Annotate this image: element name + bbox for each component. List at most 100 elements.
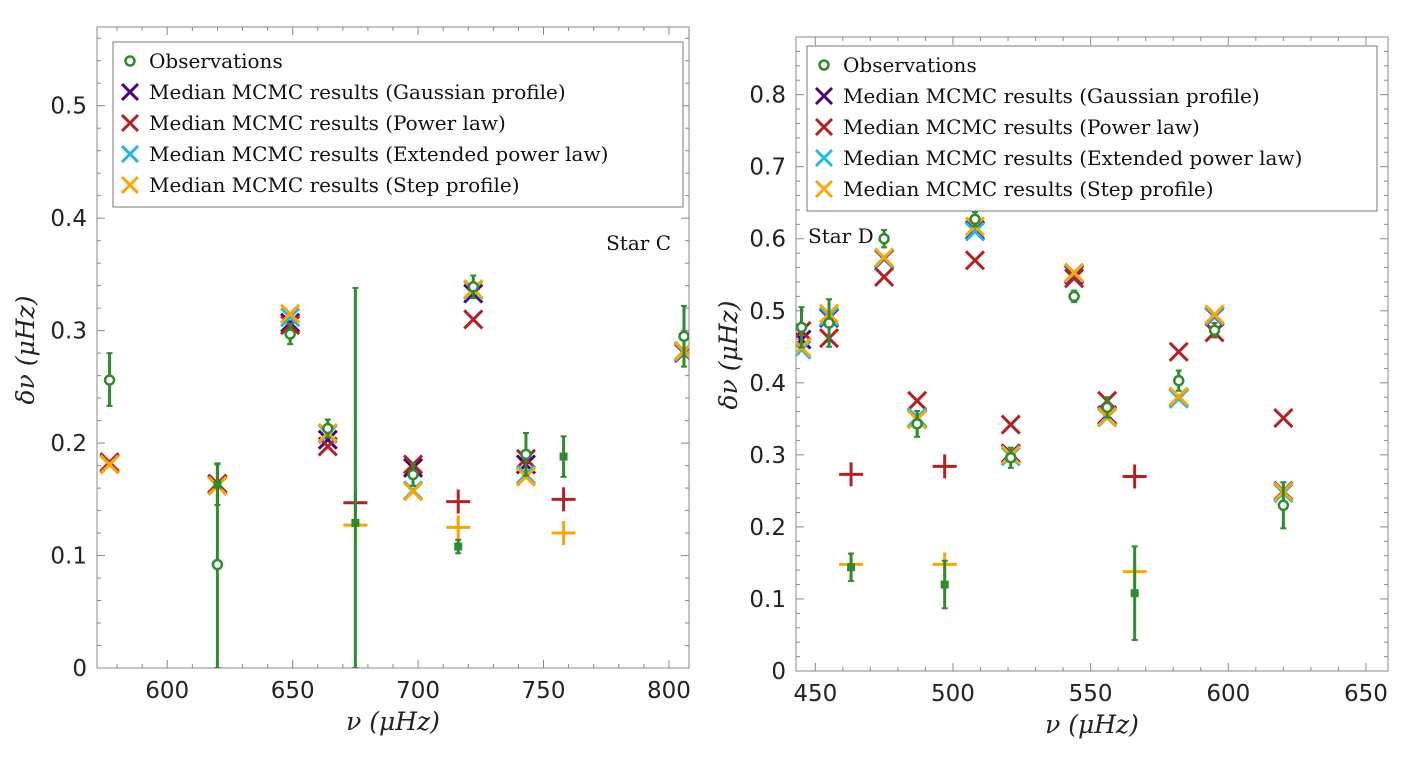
x-tick-label: 600	[1206, 681, 1250, 707]
data-marks	[99, 274, 689, 668]
x-marker-median-mcmc-results-power-law	[874, 266, 895, 287]
x-axis-label: ν (μHz)	[346, 707, 440, 736]
observation-point	[467, 274, 480, 300]
legend-x-marker	[120, 144, 140, 164]
plus-marker-median-mcmc-results-power-law	[1122, 464, 1147, 489]
legend-entry: Median MCMC results (Extended power law)	[814, 146, 1302, 170]
x-marker-median-mcmc-results-power-law	[1064, 268, 1085, 289]
legend-label: Median MCMC results (Extended power law)	[149, 142, 608, 166]
observation-point	[1208, 322, 1221, 339]
x-marker-median-mcmc-results-power-law	[964, 250, 986, 271]
legend-label: Median MCMC results (Step profile)	[843, 177, 1214, 201]
legend-circle-marker	[124, 55, 136, 67]
legend-entry: Median MCMC results (Step profile)	[120, 173, 520, 197]
legend-label: Observations	[149, 49, 283, 73]
y-tick-label: 0.4	[749, 371, 786, 397]
star-annotation: Star C	[606, 231, 671, 255]
legend-x-marker	[814, 148, 834, 168]
x-marker-median-mcmc-results-step-profile	[1204, 304, 1225, 325]
legend-x-marker	[814, 117, 834, 137]
legend-entry: Observations	[818, 53, 977, 77]
y-tick-label: 0.5	[50, 94, 87, 120]
y-axis-label: δν (μHz)	[714, 301, 743, 410]
x-marker-median-mcmc-results-gaussian-profile	[317, 429, 338, 450]
legend-entry: Median MCMC results (Power law)	[814, 115, 1200, 139]
observation-point	[520, 431, 532, 477]
observation-point	[969, 211, 981, 228]
chart-panel-star-c: 600 650 700 750 800 0 0.1 0.2 0.3 0.4 0.5 ν (μHz) δν…	[11, 26, 691, 736]
x-marker-median-mcmc-results-power-law	[463, 309, 484, 330]
legend-label: Observations	[843, 53, 977, 77]
observation-point	[351, 286, 360, 668]
plus-marker-median-mcmc-results-step-profile	[446, 515, 471, 540]
x-marker-median-mcmc-results-power-law	[99, 452, 120, 473]
legend-label: Median MCMC results (Step profile)	[149, 173, 520, 197]
plus-marker-median-mcmc-results-step-profile	[551, 521, 576, 546]
plus-marker-median-mcmc-results-power-law	[446, 489, 471, 514]
y-tick-label: 0.2	[50, 431, 87, 457]
plus-marker-median-mcmc-results-power-law	[839, 462, 864, 487]
legend-label: Median MCMC results (Extended power law)	[843, 146, 1302, 170]
legend-label: Median MCMC results (Gaussian profile)	[149, 80, 566, 104]
y-tick-label: 0.1	[50, 544, 87, 570]
y-tick-label: 0.2	[749, 515, 786, 541]
legend-entry: Median MCMC results (Power law)	[120, 111, 506, 135]
x-marker-median-mcmc-results-extended-power-law	[964, 221, 986, 242]
observation-point	[322, 418, 334, 439]
plus-marker-median-mcmc-results-power-law	[932, 454, 957, 479]
observation-point	[878, 229, 890, 249]
observation-point	[559, 435, 568, 478]
y-tick-label: 0.1	[749, 587, 786, 613]
legend-label: Median MCMC results (Power law)	[149, 111, 506, 135]
y-tick-label: 0.4	[50, 206, 87, 232]
legend-label: Median MCMC results (Gaussian profile)	[843, 84, 1260, 108]
observation-point	[823, 298, 835, 348]
y-tick-label: 0.3	[749, 443, 786, 469]
legend-box	[112, 41, 684, 208]
x-marker-median-mcmc-results-step-profile	[1168, 386, 1189, 407]
legend-x-marker	[120, 113, 140, 133]
legend-x-marker	[120, 175, 140, 195]
x-marker-median-mcmc-results-step-profile	[280, 303, 301, 324]
observation-point	[1130, 545, 1139, 642]
observation-point	[1172, 369, 1185, 392]
x-marker-median-mcmc-results-extended-power-law	[1168, 388, 1189, 409]
legend: Observations Median MCMC results (Gaussia…	[112, 41, 684, 208]
y-axis-label: δν (μHz)	[11, 296, 40, 405]
x-marker-median-mcmc-results-power-law	[907, 390, 928, 411]
observation-point	[940, 559, 949, 610]
y-tick-label: 0.7	[749, 155, 786, 181]
x-tick-label: 650	[1344, 681, 1388, 707]
observation-point	[911, 409, 923, 438]
data-marks	[796, 211, 1294, 642]
legend-entry: Median MCMC results (Extended power law)	[120, 142, 608, 166]
x-axis-label: ν (μHz)	[1045, 710, 1139, 739]
x-tick-label: 450	[793, 681, 837, 707]
legend: Observations Median MCMC results (Gaussia…	[806, 45, 1378, 212]
x-marker-median-mcmc-results-power-law	[1168, 341, 1189, 362]
x-marker-median-mcmc-results-step-profile	[1064, 262, 1085, 283]
y-tick-label: 0	[72, 656, 87, 682]
observation-point	[1101, 396, 1113, 419]
observation-point	[847, 552, 856, 582]
observation-point	[1068, 289, 1080, 304]
x-marker-median-mcmc-results-power-law	[1273, 408, 1294, 429]
x-tick-label: 650	[271, 678, 315, 704]
y-tick-label: 0.6	[749, 227, 786, 253]
observation-point	[213, 463, 222, 506]
legend-x-marker	[814, 179, 834, 199]
legend-x-marker	[120, 82, 140, 102]
x-tick-label: 500	[931, 681, 975, 707]
plus-marker-median-mcmc-results-power-law	[551, 487, 576, 512]
x-tick-label: 800	[647, 678, 691, 704]
observation-point	[678, 304, 689, 368]
x-marker-median-mcmc-results-extended-power-law	[796, 339, 812, 360]
observation-point	[103, 352, 116, 407]
y-tick-label: 0.3	[50, 319, 87, 345]
chart-panel-star-d: 450 500 550 600 650 0 0.1 0.2 0.3 0.4 0.5 0.6 0.7 0.8…	[714, 36, 1389, 739]
x-marker-median-mcmc-results-step-profile	[874, 247, 895, 268]
x-marker-median-mcmc-results-step-profile	[99, 454, 120, 475]
x-marker-median-mcmc-results-power-law	[1000, 414, 1021, 435]
legend-x-marker	[814, 86, 834, 106]
